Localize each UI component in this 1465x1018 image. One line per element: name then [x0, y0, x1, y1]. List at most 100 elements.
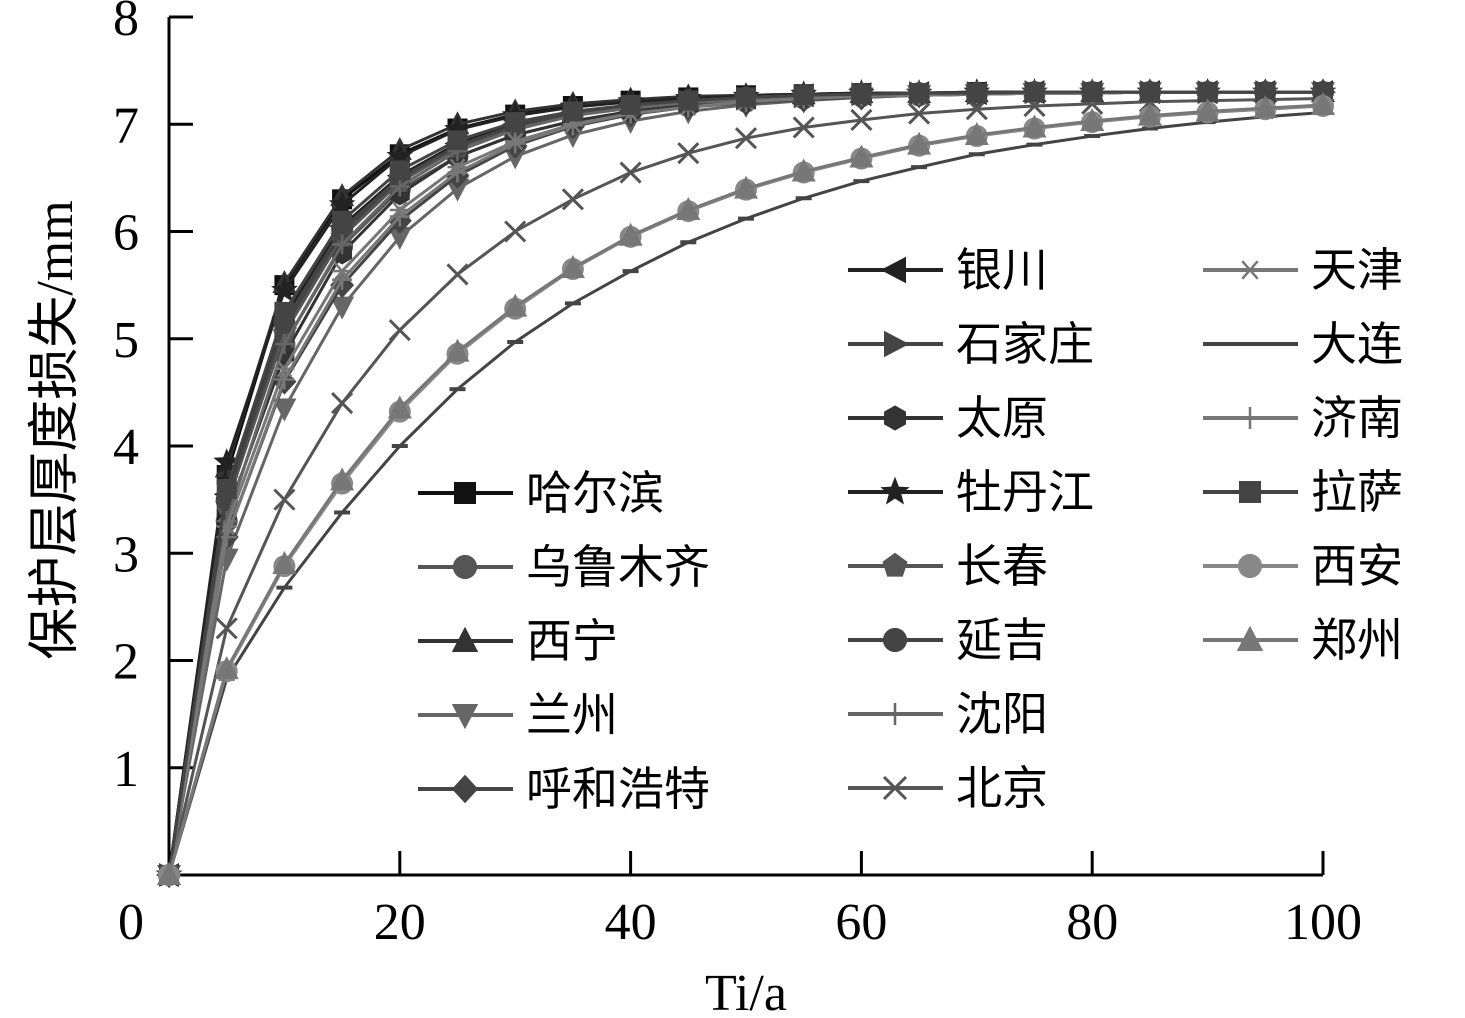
legend-marker-乌鲁木齐	[452, 554, 478, 580]
legend-label-石家庄: 石家庄	[956, 317, 1094, 371]
data-point-北京-55	[792, 116, 815, 139]
data-point-拉萨-50	[736, 87, 756, 108]
data-point-北京-5	[215, 617, 238, 640]
data-point-北京-50	[734, 127, 758, 150]
legend-marker-拉萨	[1239, 481, 1261, 503]
data-point-北京-40	[619, 161, 642, 184]
legend-marker-呼和浩特	[451, 774, 479, 804]
data-point-拉萨-55	[793, 85, 814, 106]
legend-label-济南: 济南	[1311, 391, 1403, 445]
data-point-拉萨-10	[274, 301, 295, 322]
data-point-郑州-55	[791, 158, 816, 182]
legend-item-西宁: 西宁	[418, 614, 618, 668]
data-point-郑州-30	[503, 293, 528, 317]
data-point-拉萨-15	[332, 210, 353, 231]
data-point-牡丹江-25	[444, 115, 471, 141]
legend-item-北京: 北京	[848, 761, 1048, 815]
data-point-兰州-25	[445, 178, 470, 202]
x-tick-label-100: 100	[1284, 894, 1362, 951]
legend-label-沈阳: 沈阳	[956, 687, 1048, 741]
data-point-北京-35	[561, 188, 584, 211]
legend-label-呼和浩特: 呼和浩特	[526, 762, 710, 816]
data-point-牡丹江-5	[213, 448, 241, 474]
data-point-北京-30	[504, 220, 527, 243]
y-axis-title: 保护层厚度损失/mm	[27, 200, 84, 659]
data-point-拉萨-40	[620, 94, 641, 115]
data-point-郑州-5	[214, 656, 239, 680]
series-拉萨	[159, 82, 1333, 885]
legend-item-拉萨: 拉萨	[1203, 465, 1403, 519]
data-point-拉萨-60	[851, 84, 872, 105]
x-axis-title: Ti/a	[705, 965, 787, 1018]
data-point-郑州-0	[157, 862, 181, 885]
legend-marker-济南	[1239, 407, 1261, 429]
legend-label-哈尔滨: 哈尔滨	[526, 466, 664, 520]
plot-series	[155, 78, 1337, 888]
data-point-郑州-60	[849, 144, 874, 168]
legend-item-济南: 济南	[1203, 391, 1403, 445]
data-point-郑州-25	[445, 338, 470, 362]
data-point-济南-25	[447, 162, 468, 183]
legend-marker-天津	[1239, 260, 1261, 280]
data-point-郑州-40	[618, 222, 643, 246]
legend-item-大连: 大连	[1203, 317, 1403, 371]
data-point-北京-60	[850, 108, 873, 132]
legend-item-石家庄: 石家庄	[848, 317, 1094, 371]
legend-item-兰州: 兰州	[418, 688, 618, 742]
y-tick-label-4: 4	[113, 419, 139, 476]
y-tick-label-6: 6	[113, 205, 139, 262]
data-point-牡丹江-20	[386, 142, 414, 168]
data-point-拉萨-45	[678, 90, 699, 111]
data-point-郑州-20	[387, 395, 412, 419]
legend-label-天津: 天津	[1311, 243, 1403, 297]
y-tick-label-1: 1	[113, 741, 139, 798]
data-point-郑州-75	[1022, 114, 1047, 138]
data-point-拉萨-90	[1197, 82, 1218, 103]
data-point-拉萨-65	[909, 83, 930, 104]
y-tick-label-8: 8	[113, 0, 139, 47]
data-point-郑州-80	[1080, 108, 1105, 132]
legend-item-长春: 长春	[848, 539, 1048, 593]
data-point-兰州-10	[272, 398, 297, 422]
legend-marker-牡丹江	[880, 476, 910, 505]
legend-item-太原: 太原	[848, 391, 1048, 445]
data-point-拉萨-35	[562, 101, 583, 122]
legend-label-太原: 太原	[956, 391, 1048, 445]
legend-label-郑州: 郑州	[1311, 613, 1403, 667]
legend-label-乌鲁木齐: 乌鲁木齐	[526, 540, 710, 594]
y-tick-label-5: 5	[113, 312, 139, 369]
legend-label-西安: 西安	[1311, 539, 1403, 593]
legend-label-大连: 大连	[1311, 317, 1403, 371]
legend-marker-北京	[882, 775, 908, 801]
data-point-兰州-20	[387, 226, 412, 250]
data-point-北京-15	[331, 392, 354, 415]
legend-marker-延吉	[882, 627, 908, 653]
data-point-拉萨-95	[1255, 82, 1276, 103]
legend-item-延吉: 延吉	[848, 613, 1048, 667]
y-ticks: 1 2 3 4 5 6 7 8	[113, 0, 193, 798]
legend-marker-郑州	[1236, 625, 1264, 651]
data-point-济南-20	[389, 206, 410, 227]
data-point-北京-45	[677, 142, 700, 165]
data-point-郑州-90	[1195, 98, 1220, 122]
data-point-郑州-65	[907, 131, 932, 155]
legend-label-长春: 长春	[956, 539, 1048, 593]
data-point-牡丹江-15	[328, 190, 356, 217]
data-point-拉萨-75	[1024, 82, 1045, 103]
data-point-牡丹江-10	[271, 276, 298, 302]
data-point-北京-65	[908, 102, 931, 125]
data-point-郑州-15	[330, 467, 355, 491]
legend-marker-长春	[882, 552, 908, 577]
data-point-北京-20	[388, 319, 411, 342]
legend-label-牡丹江: 牡丹江	[956, 465, 1094, 519]
data-point-济南-15	[332, 269, 353, 290]
legend-item-呼和浩特: 呼和浩特	[418, 762, 710, 816]
data-point-郑州-45	[676, 197, 701, 221]
data-point-郑州-10	[272, 550, 297, 574]
series-郑州	[157, 91, 1335, 885]
data-point-拉萨-20	[389, 160, 410, 181]
legend-label-兰州: 兰州	[526, 688, 618, 742]
legend-item-牡丹江: 牡丹江	[848, 465, 1094, 519]
